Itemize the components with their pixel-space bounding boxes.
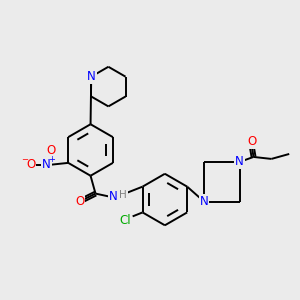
Text: H: H	[119, 190, 127, 200]
Text: O: O	[47, 145, 56, 158]
Text: Cl: Cl	[119, 214, 130, 227]
Text: N: N	[109, 190, 118, 203]
Text: −: −	[21, 155, 28, 164]
Text: N: N	[200, 195, 208, 208]
Text: O: O	[26, 158, 35, 171]
Text: N: N	[235, 155, 244, 168]
Text: N: N	[42, 158, 51, 171]
Text: O: O	[247, 135, 256, 148]
Text: N: N	[87, 70, 96, 83]
Text: +: +	[48, 155, 55, 164]
Text: O: O	[75, 195, 84, 208]
